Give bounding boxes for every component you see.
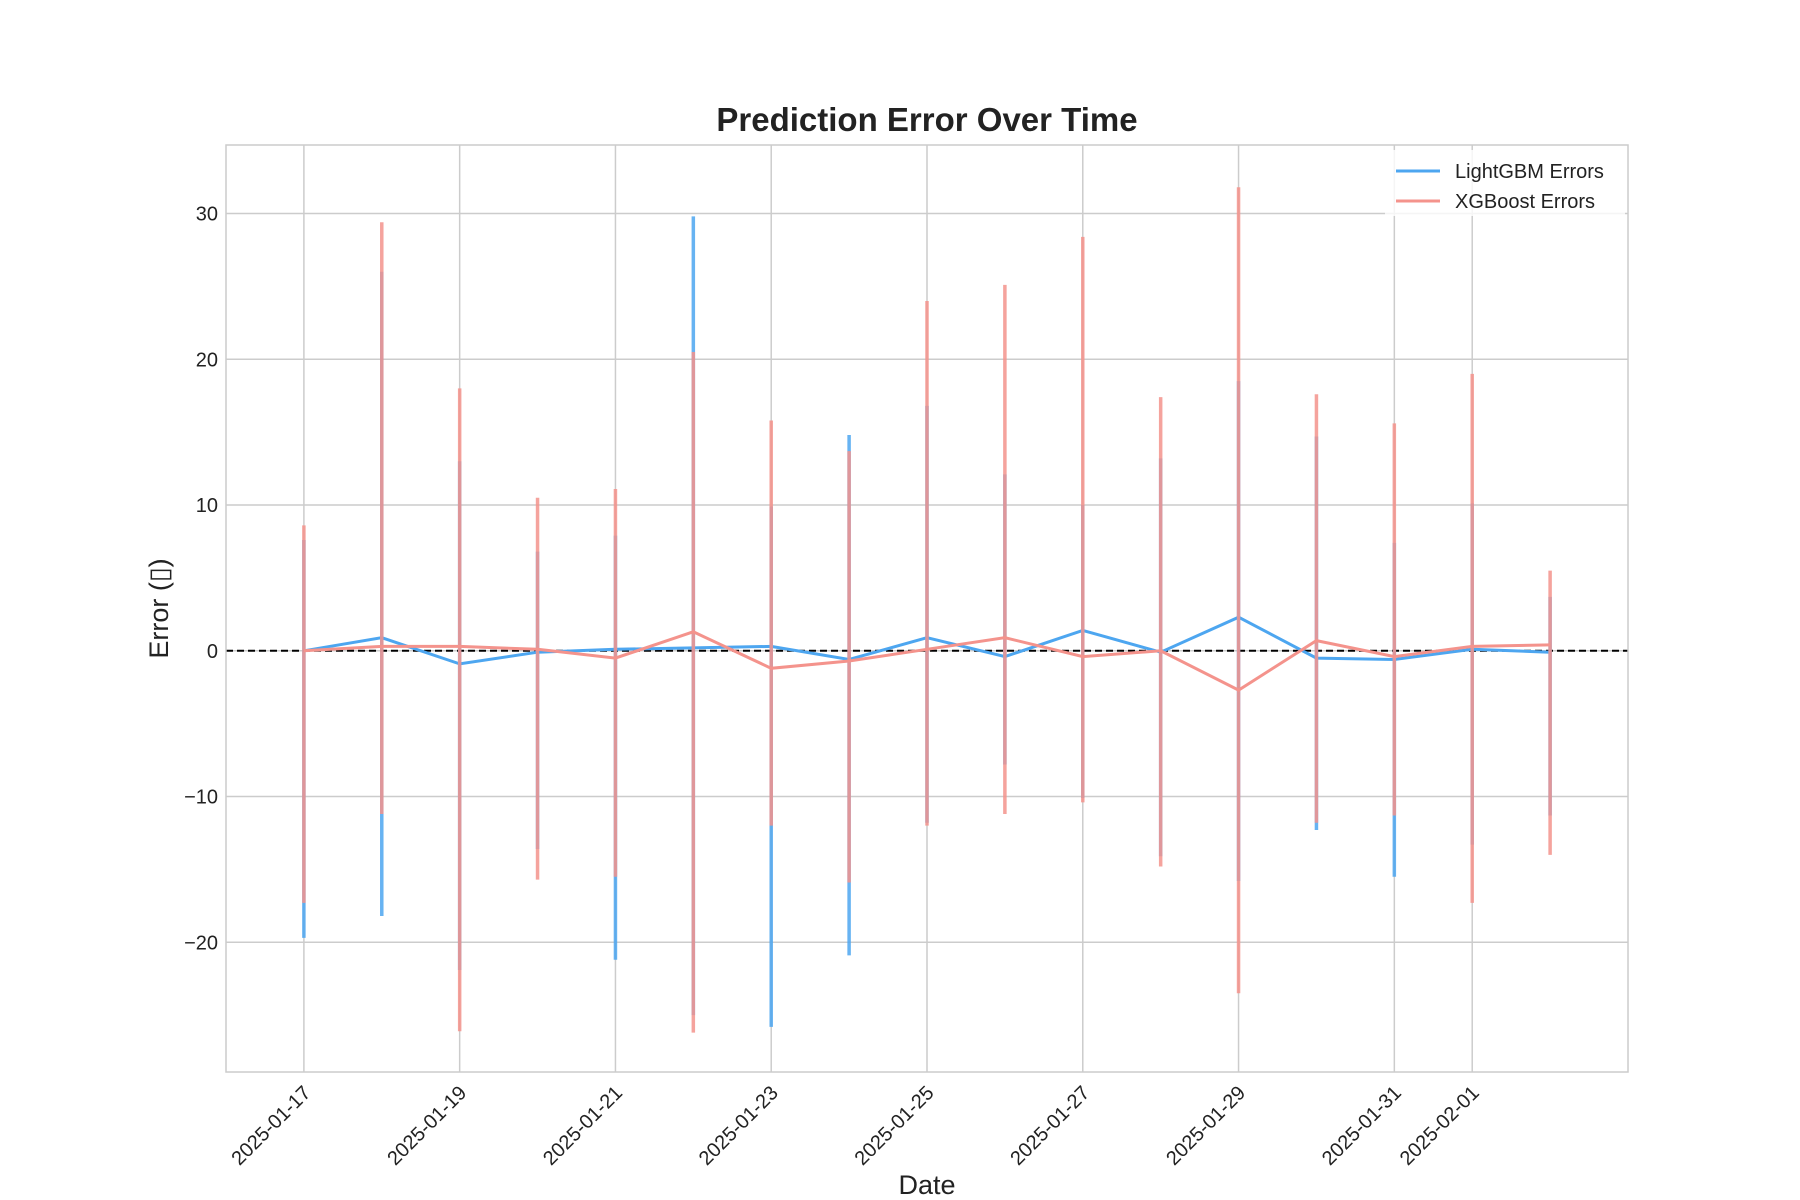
- y-tick-labels: −20 −10 0 10 20 30: [184, 204, 218, 955]
- series-xgboost: [302, 187, 1552, 1033]
- x-axis-label: Date: [898, 1170, 955, 1200]
- legend: LightGBM Errors XGBoost Errors: [1385, 150, 1625, 216]
- y-tick-label: 30: [196, 204, 218, 226]
- chart-title: Prediction Error Over Time: [716, 101, 1137, 138]
- y-tick-label: 0: [207, 641, 218, 663]
- y-axis-label: Error (▯): [144, 558, 174, 658]
- legend-label-xgboost: XGBoost Errors: [1455, 191, 1595, 213]
- y-tick-label: 10: [196, 495, 218, 517]
- y-tick-label: 20: [196, 349, 218, 371]
- series-line: [303, 630, 1551, 692]
- legend-label-lightgbm: LightGBM Errors: [1455, 161, 1604, 183]
- legend-box: [1385, 150, 1625, 216]
- y-tick-label: −20: [184, 932, 218, 954]
- plot-frame: [225, 144, 1629, 1073]
- series-group: [302, 187, 1552, 1033]
- y-tick-label: −10: [184, 787, 218, 809]
